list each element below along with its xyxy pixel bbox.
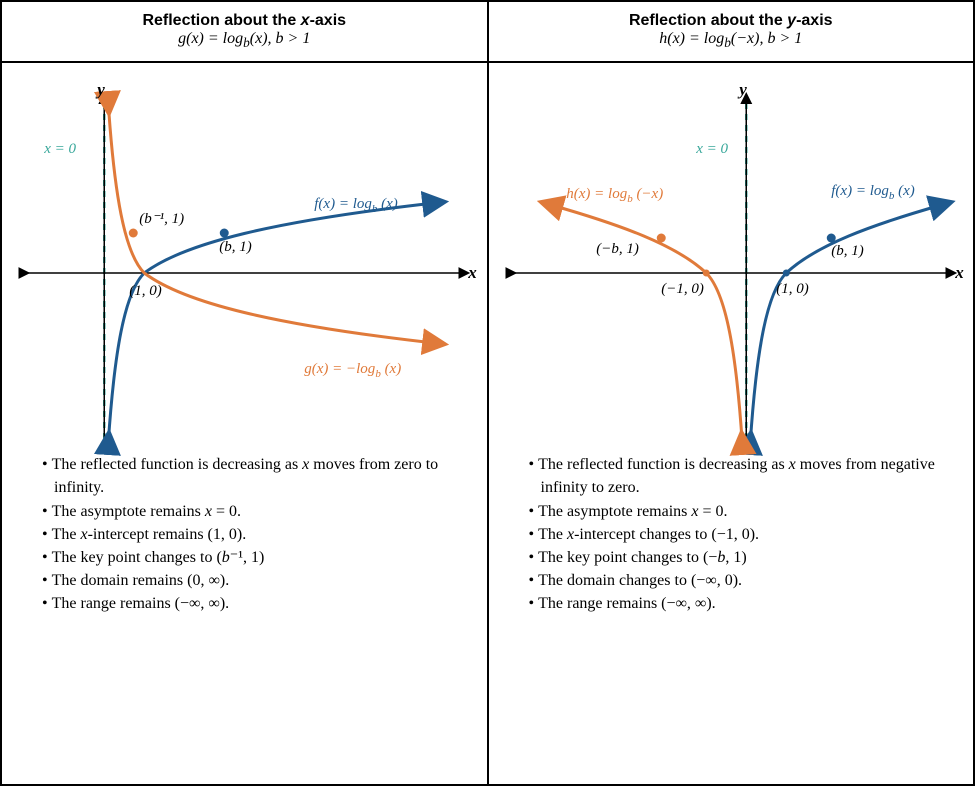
h-curve-right (551, 205, 742, 443)
g-label-left: g(x) = −logb (x) (304, 361, 401, 380)
asymptote-label-left: x = 0 (43, 141, 76, 157)
header-left: Reflection about the x-axis g(x) = logb(… (2, 2, 487, 63)
bullet-item: The key point changes to (b⁻¹, 1) (42, 546, 457, 569)
panel-right: Reflection about the y-axis h(x) = logb(… (489, 2, 974, 784)
point-b1-right (826, 234, 835, 243)
bullet-item: The domain remains (0, ∞). (42, 569, 457, 592)
bullet-item: The asymptote remains x = 0. (529, 500, 944, 523)
y-axis-label-right: y (737, 80, 747, 99)
x-axis-label-right: x (954, 263, 964, 282)
h-label-right: h(x) = logb (−x) (566, 186, 663, 205)
bullet-item: The x-intercept changes to (−1, 0). (529, 523, 944, 546)
subtitle-right: h(x) = logb(−x), b > 1 (497, 30, 966, 51)
point-b-label: (b, 1) (219, 239, 252, 255)
bullet-item: The asymptote remains x = 0. (42, 500, 457, 523)
subtitle-left: g(x) = logb(x), b > 1 (10, 30, 479, 51)
f-curve-right (750, 205, 941, 443)
bullet-item: The range remains (−∞, ∞). (42, 592, 457, 615)
f-curve-left (108, 203, 434, 443)
asymptote-label-right: x = 0 (695, 141, 728, 157)
header-right: Reflection about the y-axis h(x) = logb(… (489, 2, 974, 63)
svg-left: y x x = 0 (b⁻¹, 1) (b, 1) (1, 0) f(x) = … (12, 73, 477, 453)
graph-left: y x x = 0 (b⁻¹, 1) (b, 1) (1, 0) f(x) = … (2, 63, 487, 784)
x-axis-label-left: x (467, 263, 477, 282)
point-binv-label: (b⁻¹, 1) (139, 211, 184, 227)
point-b1-left (220, 229, 229, 238)
figure-container: Reflection about the x-axis g(x) = logb(… (0, 0, 975, 786)
bullet-item: The reflected function is decreasing as … (42, 453, 457, 499)
point-binv1-left (129, 229, 138, 238)
bullets-right: The reflected function is decreasing as … (499, 453, 964, 635)
point-neg1-0-right (702, 270, 709, 277)
point-b-label-right: (b, 1) (831, 243, 864, 259)
bullet-item: The reflected function is decreasing as … (529, 453, 944, 499)
bullet-item: The domain changes to (−∞, 0). (529, 569, 944, 592)
bullet-item: The x-intercept remains (1, 0). (42, 523, 457, 546)
point-negb1-right (656, 234, 665, 243)
bullet-item: The range remains (−∞, ∞). (529, 592, 944, 615)
title-right: Reflection about the y-axis (497, 12, 966, 30)
bullet-item: The key point changes to (−b, 1) (529, 546, 944, 569)
point-negb-label: (−b, 1) (596, 241, 639, 257)
svg-right: y x x = 0 h(x) = logb (−x) f(x) = logb (… (499, 73, 964, 453)
origin-h-label: (−1, 0) (661, 281, 704, 297)
title-left: Reflection about the x-axis (10, 12, 479, 30)
panel-left: Reflection about the x-axis g(x) = logb(… (2, 2, 489, 784)
graph-right: y x x = 0 h(x) = logb (−x) f(x) = logb (… (489, 63, 974, 784)
y-axis-label-left: y (95, 80, 105, 99)
origin-f-label: (1, 0) (776, 281, 809, 297)
origin-label-left: (1, 0) (129, 283, 162, 299)
f-label-right: f(x) = logb (x) (831, 183, 915, 202)
bullets-left: The reflected function is decreasing as … (12, 453, 477, 635)
point-1-0-right (782, 270, 789, 277)
